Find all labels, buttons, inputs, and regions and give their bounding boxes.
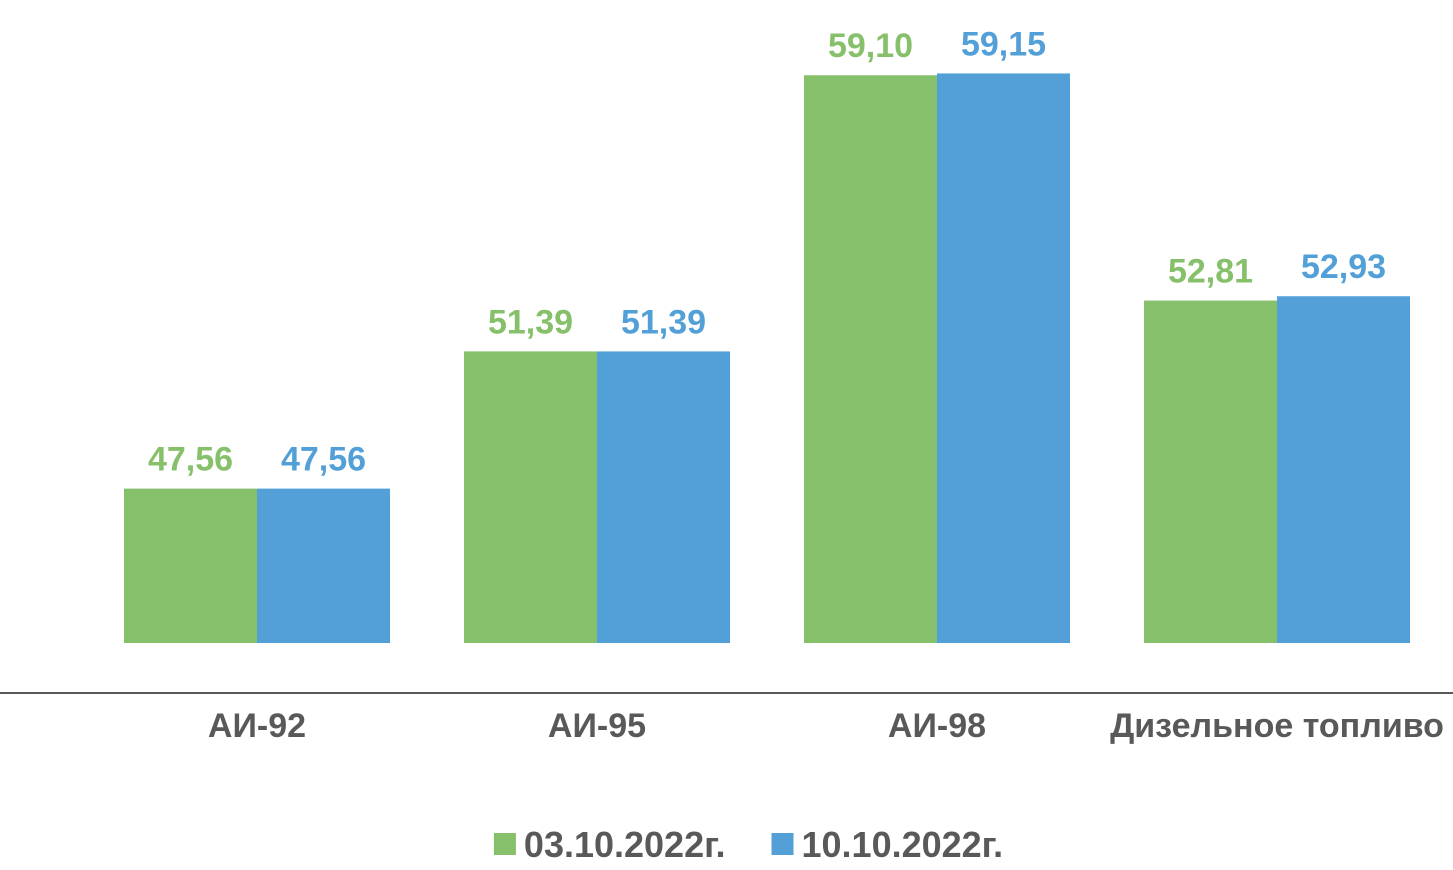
data-label-аи-95-series-1: 51,39: [488, 303, 573, 341]
x-tick-label-аи-98: АИ-98: [888, 707, 986, 745]
bar-аи-95-series-1: [464, 351, 597, 643]
legend-label-series-1: 03.10.2022г.: [524, 824, 726, 865]
legend-swatch-series-1: [493, 833, 516, 855]
x-tick-labels: АИ-92 АИ-95 АИ-98 Дизельное топливо: [208, 707, 1444, 745]
bar-аи-92-series-2: [257, 488, 390, 643]
bar-аи-98-series-1: [804, 75, 937, 643]
legend-swatch-series-2: [771, 833, 794, 855]
data-label-аи-92-series-1: 47,56: [148, 441, 233, 479]
bar-аи-95-series-2: [597, 351, 730, 643]
data-label-дизельное-топливо-series-2: 52,93: [1301, 248, 1386, 286]
legend-item-series-2: 10.10.2022г.: [771, 824, 1004, 865]
bar-дизельное-топливо-series-2: [1277, 296, 1410, 643]
x-tick-label-дизельное-топливо: Дизельное топливо: [1110, 707, 1444, 745]
bar-дизельное-топливо-series-1: [1144, 300, 1277, 643]
bars-layer: [124, 73, 1410, 643]
data-label-аи-98-series-2: 59,15: [961, 25, 1046, 63]
legend: 03.10.2022г. 10.10.2022г.: [493, 824, 1004, 865]
x-tick-label-аи-95: АИ-95: [548, 707, 646, 745]
data-label-аи-95-series-2: 51,39: [621, 303, 706, 341]
bar-аи-98-series-2: [937, 73, 1070, 643]
value-labels-layer: 47,56 47,56 51,39 51,39 59,10 59,15 52,81 52,93: [148, 25, 1386, 478]
legend-item-series-1: 03.10.2022г.: [493, 824, 726, 865]
x-tick-label-аи-92: АИ-92: [208, 707, 306, 745]
legend-label-series-2: 10.10.2022г.: [802, 824, 1004, 865]
data-label-аи-92-series-2: 47,56: [281, 441, 366, 479]
bar-аи-92-series-1: [124, 488, 257, 643]
data-label-дизельное-топливо-series-1: 52,81: [1168, 253, 1253, 291]
data-label-аи-98-series-1: 59,10: [828, 27, 913, 65]
